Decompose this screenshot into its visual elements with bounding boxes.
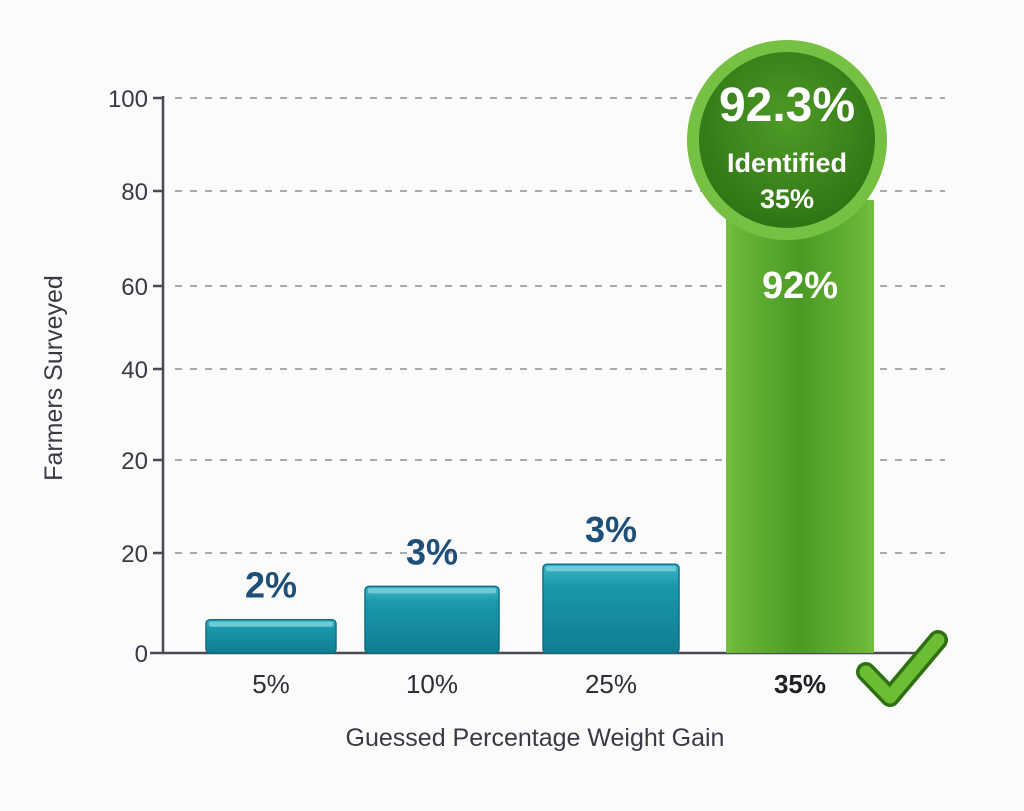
x-tick-label: 5% <box>252 669 290 699</box>
bar-highlight <box>368 588 496 594</box>
badge-line1: Identified <box>727 148 847 178</box>
x-axis-title: Guessed Percentage Weight Gain <box>346 724 725 752</box>
x-tick-label: 35% <box>774 669 826 699</box>
x-tick-labels: 5% 10% 25% 35% <box>252 669 826 699</box>
checkmark-icon <box>856 630 948 707</box>
y-tick-label: 80 <box>121 179 148 206</box>
x-tick-label: 25% <box>585 669 637 699</box>
annotation-badge: 92.3% Identified 35% <box>687 40 887 240</box>
grid-lines <box>153 96 945 555</box>
bar <box>364 585 500 654</box>
y-tick-label: 20 <box>121 448 148 475</box>
bar-highlight <box>546 566 676 572</box>
data-label: 3% <box>406 531 458 572</box>
data-label: 2% <box>245 565 297 606</box>
bar <box>732 200 868 653</box>
y-tick-label: 40 <box>121 357 148 384</box>
y-tick-label: 20 <box>121 541 148 568</box>
y-axis-title: Farmers Surveyed <box>40 275 68 481</box>
data-label: 92% <box>762 265 838 307</box>
badge-line2: 35% <box>760 184 814 214</box>
badge-value: 92.3% <box>719 79 855 132</box>
bar <box>205 618 337 654</box>
y-tick-label: 60 <box>121 274 148 301</box>
x-tick-label: 10% <box>406 669 458 699</box>
bar-highlight <box>209 621 333 627</box>
bar <box>542 563 680 654</box>
data-label: 3% <box>585 509 637 550</box>
y-tick-labels: 0 20 20 40 60 80 100 <box>108 86 148 668</box>
y-tick-label: 0 <box>135 641 148 668</box>
badge-circle <box>699 52 875 228</box>
data-labels: 2% 3% 3% 92% <box>245 265 838 606</box>
bars <box>205 200 874 654</box>
y-tick-label: 100 <box>108 86 148 113</box>
